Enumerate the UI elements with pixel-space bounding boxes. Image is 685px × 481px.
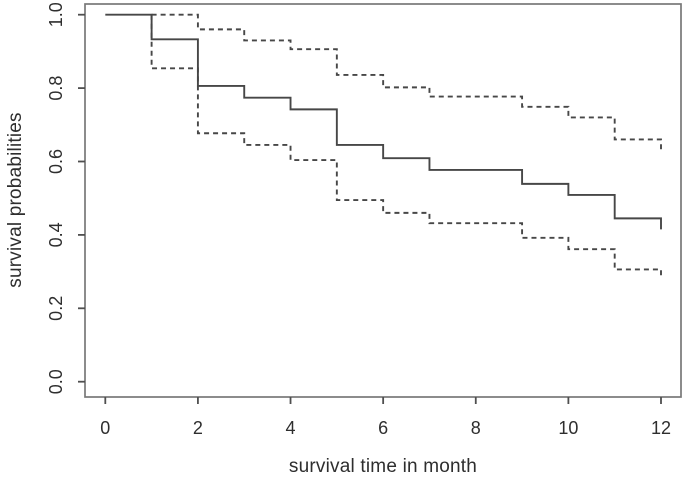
x-tick-label: 6 <box>378 418 388 438</box>
y-tick-label: 0.4 <box>46 222 66 247</box>
x-tick-label: 8 <box>471 418 481 438</box>
y-tick-label: 0.6 <box>46 149 66 174</box>
x-tick-label: 12 <box>651 418 671 438</box>
y-axis-title: survival probabilities <box>5 112 26 288</box>
upper-95-ci-curve <box>151 13 662 151</box>
x-tick-label: 2 <box>193 418 203 438</box>
y-tick-label: 1.0 <box>46 2 66 27</box>
lower-95-ci-curve <box>150 14 662 278</box>
x-tick-label: 4 <box>286 418 296 438</box>
x-axis-title: survival time in month <box>288 456 478 477</box>
x-tick-label: 0 <box>100 418 110 438</box>
x-tick-label: 10 <box>558 418 578 438</box>
y-tick-label: 0.8 <box>46 76 66 101</box>
y-tick-label: 0.0 <box>46 369 66 394</box>
y-tick-label: 0.2 <box>46 296 66 321</box>
km-estimate-curve <box>105 13 662 230</box>
